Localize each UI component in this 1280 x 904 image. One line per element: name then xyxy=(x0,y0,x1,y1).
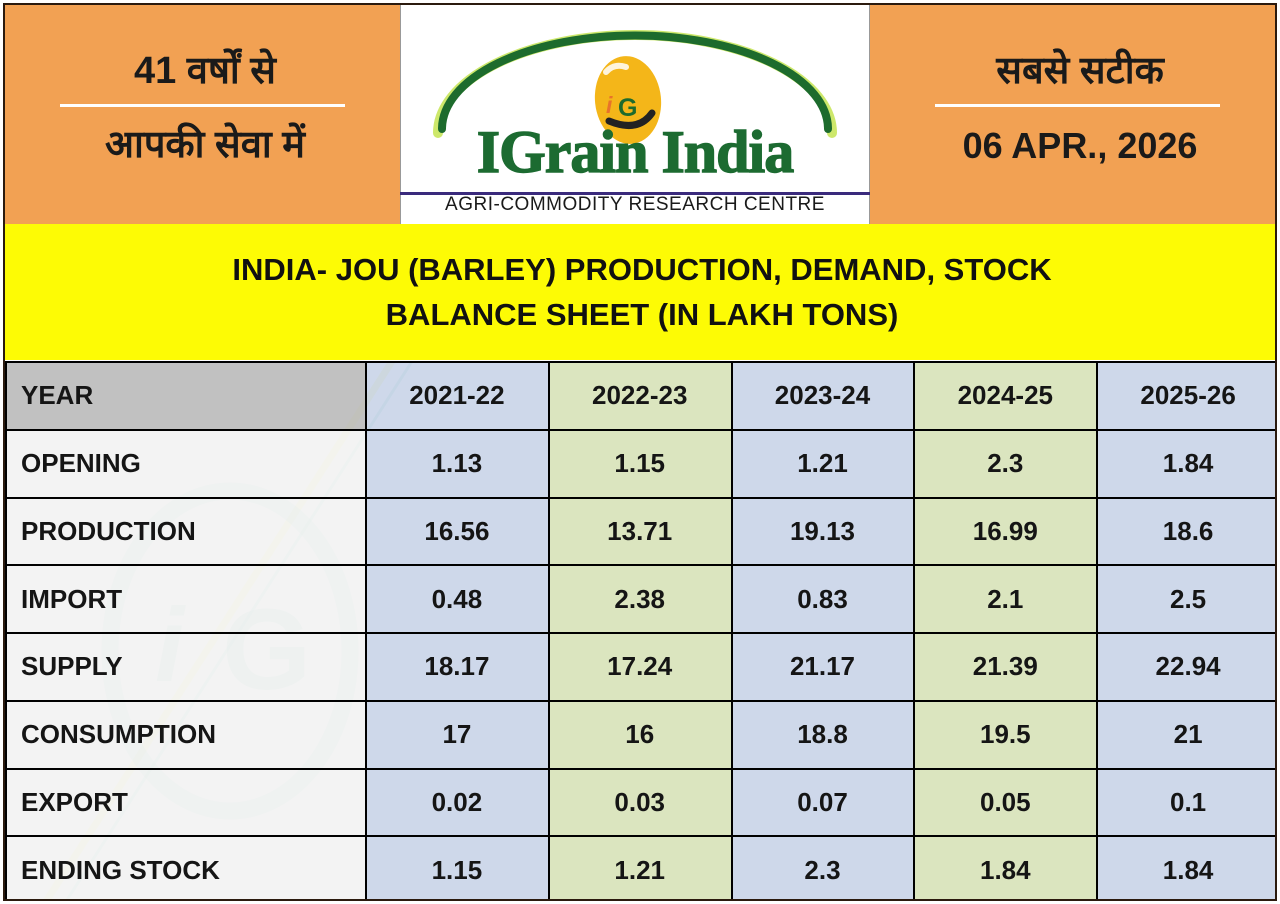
svg-text:i: i xyxy=(606,92,613,118)
